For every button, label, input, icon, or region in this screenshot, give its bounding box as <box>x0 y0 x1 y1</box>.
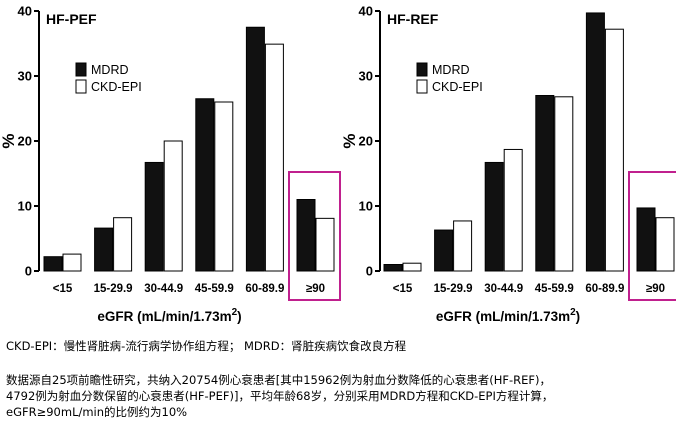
legend-swatch-mdrd <box>75 62 87 77</box>
y-axis-label: % <box>0 133 18 148</box>
y-axis-label: % <box>340 133 359 148</box>
x-tick-label: <15 <box>393 283 413 295</box>
x-tick-label: 45-59.9 <box>195 283 234 295</box>
summary-line-3: eGFR≥90mL/min的比例约为10% <box>6 405 188 419</box>
chart-title: HF-PEF <box>46 11 97 27</box>
bar-ckd-epi-3 <box>503 148 523 272</box>
bar-mdrd-2 <box>434 229 454 272</box>
bar-ckd-epi-4 <box>214 101 234 272</box>
x-tick-label: ≥90 <box>646 283 665 295</box>
bar-mdrd-2 <box>94 227 114 272</box>
x-axis-label: eGFR (mL/min/1.73m2) <box>436 307 580 324</box>
bar-mdrd-3 <box>144 161 164 272</box>
bar-ckd-epi-2 <box>113 217 133 272</box>
bar-ckd-epi-5 <box>264 43 284 272</box>
bar-mdrd-1 <box>383 264 403 272</box>
x-tick-label: 15-29.9 <box>434 283 473 295</box>
x-axis-label: eGFR (mL/min/1.73m2) <box>97 307 241 324</box>
x-tick-label: <15 <box>53 283 73 295</box>
legend-label-ckd-epi: CKD-EPI <box>91 80 142 94</box>
chart-area: 0 10 20 30 40% HF-PEF <15 15-29.9 30-44.9 45-59.9… <box>0 4 676 324</box>
x-tick-label: 30-44.9 <box>484 283 523 295</box>
y-tick-label: 30 <box>359 69 373 84</box>
bar-mdrd-4 <box>535 95 555 272</box>
bar-ckd-epi-6 <box>655 217 675 272</box>
legend-swatch-ckd-epi <box>416 79 428 94</box>
x-tick-label: 60-89.9 <box>245 283 284 295</box>
data-source-summary: 数据源自25项前瞻性研究，共纳入20754例心衰患者[其中15962例为射血分数… <box>6 372 553 420</box>
bar-mdrd-6 <box>296 199 316 272</box>
bar-ckd-epi-4 <box>554 96 574 272</box>
bar-mdrd-5 <box>245 26 265 272</box>
y-tick-label: 40 <box>18 4 32 19</box>
x-tick-label: 45-59.9 <box>535 283 574 295</box>
y-tick-label: 40 <box>359 4 373 19</box>
legend-swatch-ckd-epi <box>75 79 87 94</box>
chart-panel-2: 0 10 20 30 40% HF-REF <15 15-29.9 30-44.9 45-59.9… <box>340 4 676 324</box>
legend-label-mdrd: MDRD <box>432 63 470 77</box>
legend-label-mdrd: MDRD <box>91 63 129 77</box>
bar-ckd-epi-1 <box>402 262 422 272</box>
bar-ckd-epi-1 <box>62 253 82 272</box>
y-tick-label: 0 <box>366 264 373 279</box>
summary-line-1: 数据源自25项前瞻性研究，共纳入20754例心衰患者[其中15962例为射血分数… <box>6 373 552 387</box>
bar-ckd-epi-5 <box>604 28 624 272</box>
y-tick-label: 10 <box>18 199 32 214</box>
y-tick-label: 10 <box>359 199 373 214</box>
y-tick-label: 30 <box>18 69 32 84</box>
bar-mdrd-5 <box>585 12 605 272</box>
bar-mdrd-1 <box>43 256 63 272</box>
legend-label-ckd-epi: CKD-EPI <box>432 80 483 94</box>
bar-ckd-epi-3 <box>163 140 183 272</box>
x-tick-label: 15-29.9 <box>94 283 133 295</box>
summary-line-2: 4792例为射血分数保留的心衰患者(HF-PEF)]，平均年龄68岁，分别采用M… <box>6 389 554 403</box>
y-tick-label: 20 <box>18 134 32 149</box>
bar-mdrd-6 <box>636 207 656 272</box>
bar-ckd-epi-2 <box>453 220 473 272</box>
x-tick-label: ≥90 <box>306 283 325 295</box>
y-tick-label: 20 <box>359 134 373 149</box>
bar-mdrd-3 <box>484 161 504 272</box>
x-tick-label: 30-44.9 <box>144 283 183 295</box>
chart-panel-1: 0 10 20 30 40% HF-PEF <15 15-29.9 30-44.9 45-59.9… <box>0 4 341 324</box>
abbreviation-note: CKD-EPI：慢性肾脏病-流行病学协作组方程； MDRD：肾脏疾病饮食改良方程 <box>6 339 407 353</box>
bar-mdrd-4 <box>195 98 215 272</box>
highlight-box <box>288 171 341 301</box>
legend-swatch-mdrd <box>416 62 428 77</box>
y-tick-label: 0 <box>25 264 32 279</box>
chart-title: HF-REF <box>387 11 439 27</box>
x-tick-label: 60-89.9 <box>585 283 624 295</box>
bar-ckd-epi-6 <box>315 217 335 272</box>
highlight-box <box>628 171 676 301</box>
